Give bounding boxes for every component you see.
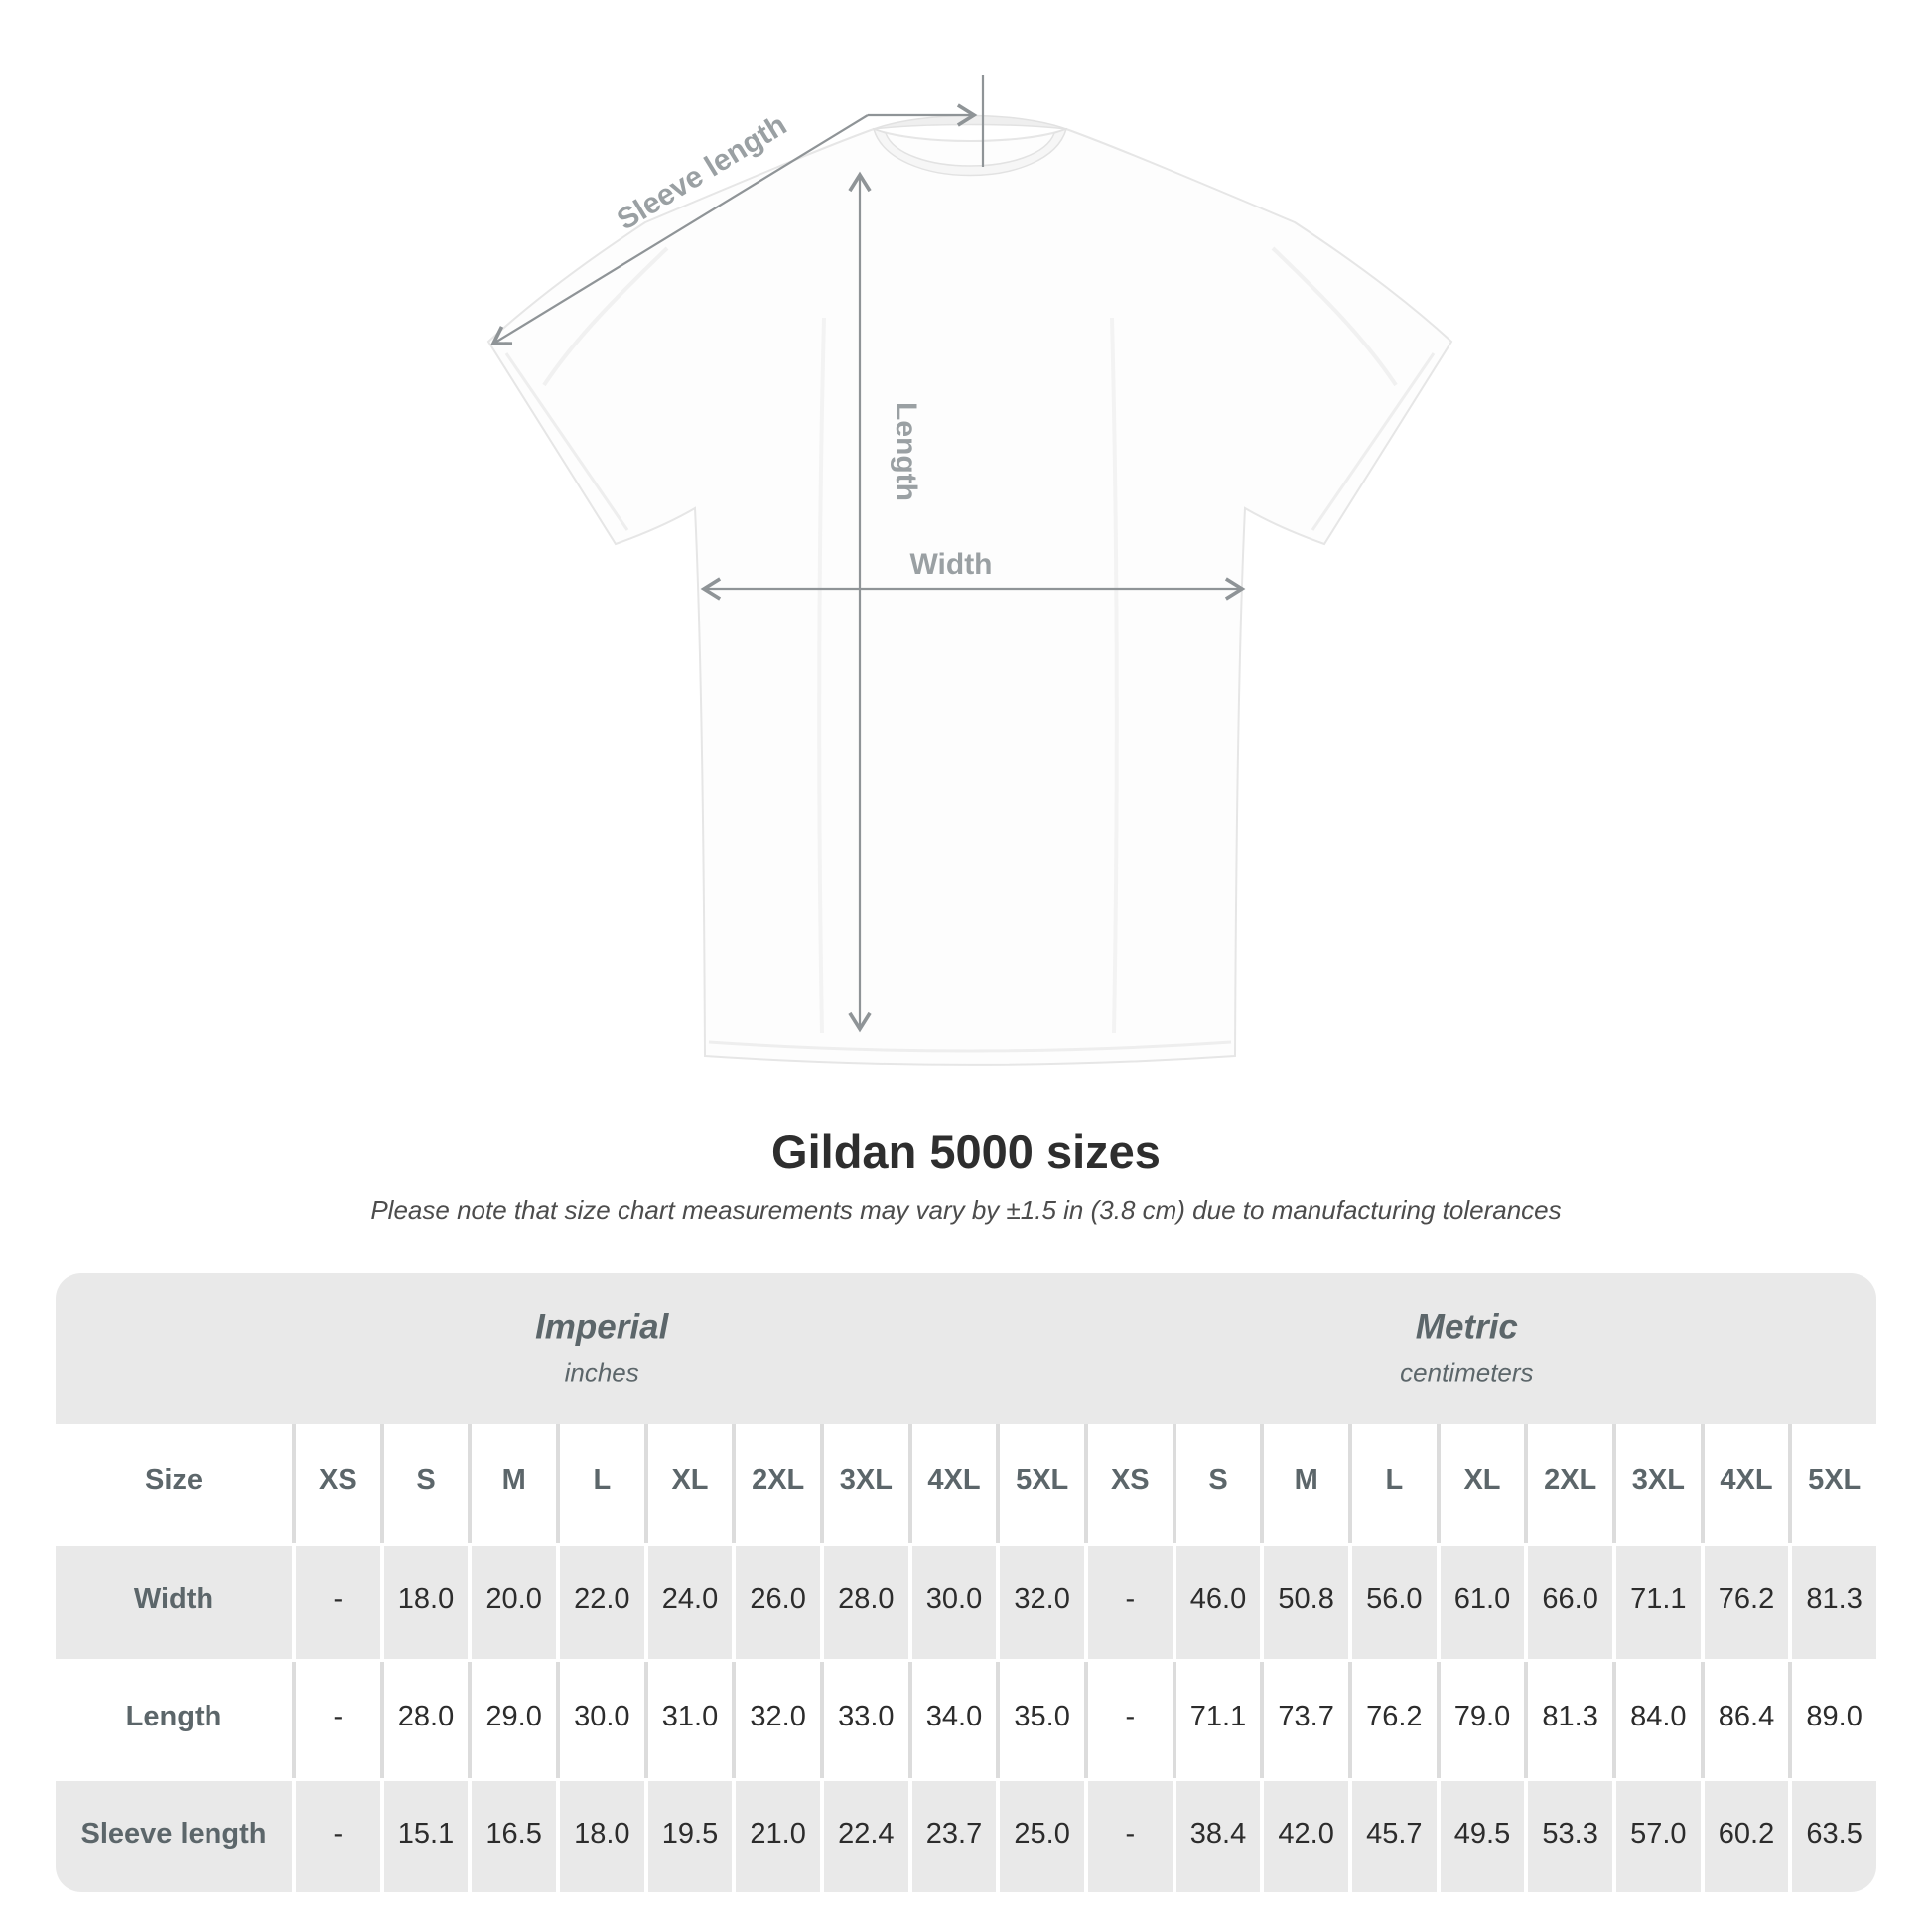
- value-cell: -: [296, 1546, 380, 1659]
- value-cell: 66.0: [1528, 1546, 1612, 1659]
- value-cell: 26.0: [736, 1546, 820, 1659]
- row-label: Width: [56, 1546, 292, 1659]
- size-table: Imperial inches Metric centimeters Size …: [56, 1273, 1876, 1892]
- size-header-s: S: [1175, 1424, 1261, 1543]
- value-cell: 23.7: [911, 1781, 997, 1892]
- unit-group-metric: Metric centimeters: [1057, 1309, 1876, 1389]
- size-header-4xl: 4XL: [911, 1424, 997, 1543]
- value-cell: 25.0: [1000, 1781, 1084, 1892]
- sleeve-length-arrow: [490, 114, 869, 346]
- row-label: Length: [56, 1662, 292, 1778]
- value-cell: 84.0: [1615, 1662, 1701, 1778]
- value-cell: 56.0: [1351, 1546, 1437, 1659]
- value-cell: 50.8: [1264, 1546, 1348, 1659]
- value-cell: 34.0: [911, 1662, 997, 1778]
- value-cell: 73.7: [1264, 1662, 1348, 1778]
- value-cell: 28.0: [823, 1546, 908, 1659]
- value-cell: 79.0: [1440, 1662, 1525, 1778]
- tshirt-measurement-diagram: Sleeve length Length Width: [486, 75, 1453, 1066]
- value-cell: 30.0: [911, 1546, 997, 1659]
- size-header-2xl: 2XL: [736, 1424, 820, 1543]
- tshirt-collar: [872, 127, 1068, 177]
- value-cell: 71.1: [1615, 1546, 1701, 1659]
- value-cell: 49.5: [1440, 1781, 1525, 1892]
- value-cell: 81.3: [1792, 1546, 1876, 1659]
- size-header-5xl: 5XL: [1792, 1424, 1876, 1543]
- size-header-xl: XL: [647, 1424, 733, 1543]
- value-cell: 16.5: [472, 1781, 556, 1892]
- imperial-units: inches: [564, 1357, 639, 1388]
- unit-group-imperial: Imperial inches: [56, 1309, 1148, 1389]
- value-cell: 18.0: [559, 1781, 644, 1892]
- tshirt-back-collar: [873, 114, 1067, 130]
- value-cell: -: [1087, 1662, 1173, 1778]
- value-cell: 86.4: [1704, 1662, 1789, 1778]
- value-cell: 35.0: [1000, 1662, 1084, 1778]
- size-header-2xl: 2XL: [1528, 1424, 1612, 1543]
- value-cell: 24.0: [647, 1546, 733, 1659]
- value-cell: 22.0: [559, 1546, 644, 1659]
- value-cell: 28.0: [383, 1662, 469, 1778]
- value-cell: -: [1087, 1546, 1173, 1659]
- value-cell: 22.4: [823, 1781, 908, 1892]
- value-cell: 76.2: [1351, 1662, 1437, 1778]
- value-cell: 81.3: [1528, 1662, 1612, 1778]
- row-label: Sleeve length: [56, 1781, 292, 1892]
- unit-header-band: Imperial inches Metric centimeters: [56, 1273, 1876, 1424]
- size-header-xs: XS: [296, 1424, 380, 1543]
- value-cell: 71.1: [1175, 1662, 1261, 1778]
- width-label: Width: [909, 548, 992, 581]
- page-title: Gildan 5000 sizes: [771, 1125, 1161, 1177]
- size-column-header: Size: [56, 1424, 292, 1543]
- size-header-m: M: [1264, 1424, 1348, 1543]
- size-header-xl: XL: [1440, 1424, 1525, 1543]
- value-cell: 63.5: [1792, 1781, 1876, 1892]
- size-header-row: Size XS S M L XL 2XL 3XL 4XL 5XL XS S M L XL 2XL 3XL 4XL…: [56, 1424, 1876, 1543]
- size-header-3xl: 3XL: [823, 1424, 908, 1543]
- value-cell: 60.2: [1704, 1781, 1789, 1892]
- value-cell: 30.0: [559, 1662, 644, 1778]
- value-cell: 61.0: [1440, 1546, 1525, 1659]
- size-header-m: M: [472, 1424, 556, 1543]
- value-cell: -: [1087, 1781, 1173, 1892]
- value-cell: 19.5: [647, 1781, 733, 1892]
- tolerance-note: Please note that size chart measurements…: [370, 1195, 1562, 1225]
- length-label: Length: [890, 402, 922, 501]
- metric-units: centimeters: [1400, 1357, 1534, 1388]
- value-cell: 33.0: [823, 1662, 908, 1778]
- value-cell: 42.0: [1264, 1781, 1348, 1892]
- value-cell: 76.2: [1704, 1546, 1789, 1659]
- value-cell: 21.0: [736, 1781, 820, 1892]
- value-cell: 38.4: [1175, 1781, 1261, 1892]
- value-cell: 32.0: [1000, 1546, 1084, 1659]
- value-cell: 89.0: [1792, 1662, 1876, 1778]
- value-cell: 18.0: [383, 1546, 469, 1659]
- table-row-width: Width -18.0 20.0 22.0 24.0 26.0 28.0 30.0 32.0-4…: [56, 1546, 1876, 1659]
- size-header-s: S: [383, 1424, 469, 1543]
- value-cell: -: [296, 1662, 380, 1778]
- imperial-label: Imperial: [535, 1308, 669, 1347]
- value-cell: 32.0: [736, 1662, 820, 1778]
- value-cell: -: [296, 1781, 380, 1892]
- metric-label: Metric: [1415, 1308, 1518, 1347]
- value-cell: 15.1: [383, 1781, 469, 1892]
- value-cell: 20.0: [472, 1546, 556, 1659]
- size-header-3xl: 3XL: [1615, 1424, 1701, 1543]
- table-rows: Width -18.0 20.0 22.0 24.0 26.0 28.0 30.0 32.0-4…: [56, 1546, 1876, 1892]
- value-cell: 45.7: [1351, 1781, 1437, 1892]
- table-row-sleeve-length: Sleeve length -15.1 16.5 18.0 19.5 21.0 22.4 23…: [56, 1781, 1876, 1892]
- value-cell: 57.0: [1615, 1781, 1701, 1892]
- value-cell: 31.0: [647, 1662, 733, 1778]
- value-cell: 46.0: [1175, 1546, 1261, 1659]
- size-header-5xl: 5XL: [1000, 1424, 1084, 1543]
- table-row-length: Length -28.0 29.0 30.0 31.0 32.0 33.0 34.0 35.0-…: [56, 1662, 1876, 1778]
- value-cell: 29.0: [472, 1662, 556, 1778]
- size-header-4xl: 4XL: [1704, 1424, 1789, 1543]
- value-cell: 53.3: [1528, 1781, 1612, 1892]
- size-header-l: L: [559, 1424, 644, 1543]
- size-header-xs: XS: [1087, 1424, 1173, 1543]
- size-header-l: L: [1351, 1424, 1437, 1543]
